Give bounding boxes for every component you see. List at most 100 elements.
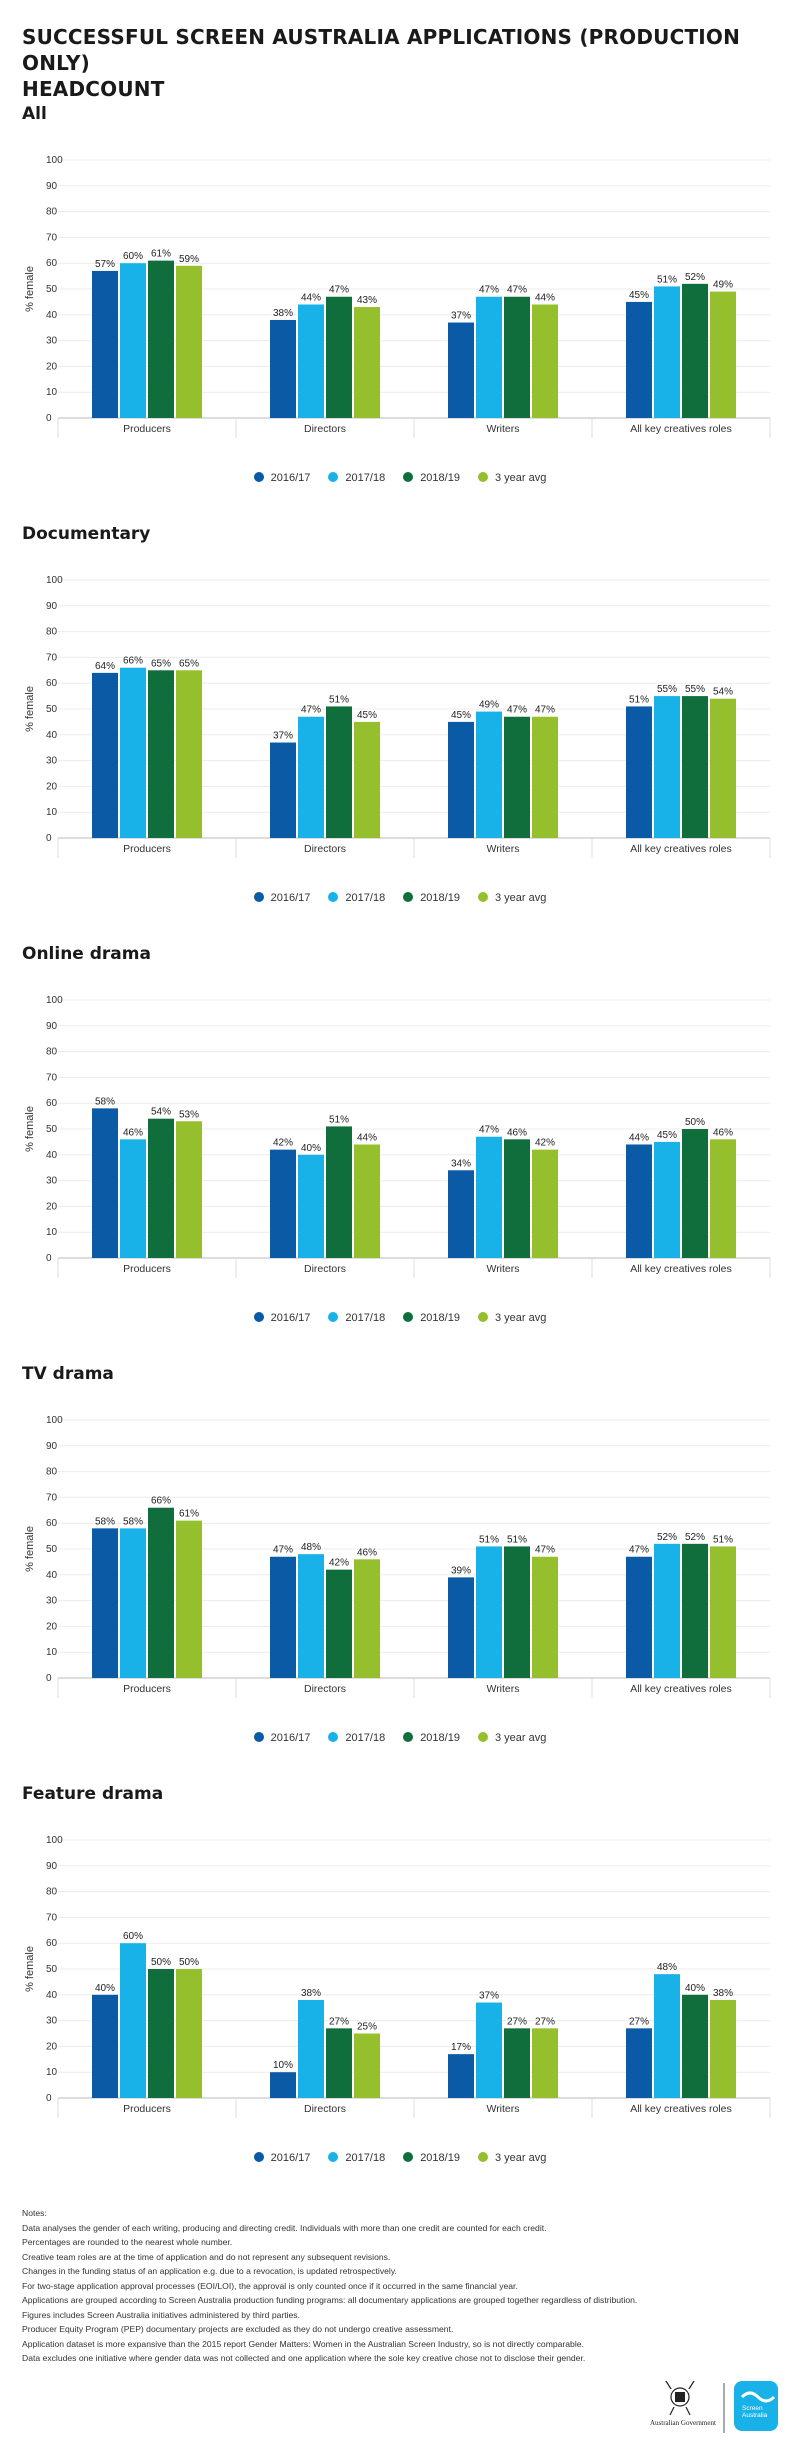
bar [270,319,296,418]
bar [504,716,530,838]
y-tick-label: 0 [46,1673,52,1684]
chart-section-documentary: Documentary 0 10 20 30 40 50 60 70 80 90 100 % fema… [0,524,800,944]
y-tick-label: 10 [46,1227,58,1238]
data-label: 61% [179,1509,199,1520]
y-tick-label: 70 [46,1072,58,1083]
bar [532,2028,558,2098]
data-label: 51% [329,1114,349,1125]
y-tick-label: 20 [46,361,58,372]
bar [148,670,174,838]
bar [448,322,474,418]
brand-label: Screen Australia [742,2405,767,2419]
legend-item: 2017/18 [328,1312,385,1324]
bar [654,1974,680,2098]
x-category-label: Writers [486,1263,519,1275]
data-label: 50% [151,1957,171,1968]
legend-label: 2018/19 [420,892,460,904]
data-label: 44% [357,1132,377,1143]
bar [504,1139,530,1258]
legend-label: 2018/19 [420,2152,460,2164]
data-label: 40% [685,1983,705,1994]
y-tick-label: 100 [46,1835,63,1846]
data-label: 47% [479,1125,499,1136]
y-tick-label: 70 [46,1912,58,1923]
data-label: 47% [507,705,527,716]
data-label: 45% [451,710,471,721]
y-tick-label: 10 [46,2067,58,2078]
data-label: 47% [535,705,555,716]
data-label: 47% [301,705,321,716]
y-tick-label: 0 [46,1253,52,1264]
legend-swatch [403,1312,414,1322]
bar [176,1969,202,2098]
bar-chart-online-drama: 0 10 20 30 40 50 60 70 80 90 100 % female Producers 5… [24,995,771,1278]
y-tick-label: 30 [46,1176,58,1187]
bar [270,742,296,838]
bar [476,711,502,838]
gov-label: Australian Government [650,2419,716,2427]
data-label: 38% [273,308,293,319]
y-tick-label: 90 [46,181,58,192]
y-tick-label: 20 [46,1621,58,1632]
bar [92,672,118,838]
note-line: Figures includes Screen Australia initia… [22,2309,300,2320]
y-tick-label: 10 [46,1647,58,1658]
data-label: 51% [657,274,677,285]
bar [270,1149,296,1258]
legend-label: 2017/18 [345,1312,386,1324]
bar [448,721,474,838]
y-tick-label: 40 [46,310,58,321]
bar [148,260,174,418]
bar [532,716,558,838]
legend-label: 2017/18 [345,472,386,484]
footer-logos: Australian Government Screen Australia [650,2375,780,2445]
data-label: 52% [657,1532,677,1543]
data-label: 46% [357,1547,377,1558]
legend-label: 2018/19 [420,1732,460,1744]
notes: Notes: Data analyses the gender of each … [22,2206,782,2366]
bar [532,304,558,418]
bar [682,696,708,838]
brand-label-line-2: Australia [742,2412,768,2419]
data-label: 58% [123,1516,143,1527]
legend-label: 2016/17 [270,472,311,484]
bar [504,2028,530,2098]
y-tick-label: 80 [46,1047,58,1058]
x-category-label: Producers [123,423,171,435]
bar [120,1139,146,1258]
legend-swatch [403,892,414,902]
chart-legend: 2016/17 2017/18 2018/19 3 year avg [0,892,800,904]
data-label: 39% [451,1565,471,1576]
y-tick-label: 0 [46,2093,52,2104]
legend-label: 2017/18 [345,892,386,904]
bar [710,698,736,838]
y-tick-label: 50 [46,1124,58,1135]
y-tick-label: 20 [46,781,58,792]
legend-swatch [253,1732,264,1742]
y-tick-label: 40 [46,1150,58,1161]
data-label: 44% [629,1132,649,1143]
chart-section-online-drama: Online drama 0 10 20 30 40 50 60 70 80 90 100 % fem… [0,944,800,1364]
legend-label: 2016/17 [270,1732,311,1744]
bar [92,270,118,418]
data-label: 42% [329,1558,349,1569]
page-title-line-1: SUCCESSFUL SCREEN AUSTRALIA APPLICATIONS… [22,25,741,75]
x-category-label: Producers [123,1263,171,1275]
bar [148,1969,174,2098]
note-line: Application dataset is more expansive th… [22,2338,584,2349]
data-label: 54% [713,687,733,698]
legend-item: 2016/17 [253,1312,310,1324]
y-tick-label: 0 [46,833,52,844]
legend-swatch [253,1312,264,1322]
y-tick-label: 40 [46,1570,58,1581]
data-label: 45% [357,710,377,721]
x-category-label: All key creatives roles [630,423,732,435]
chart-legend: 2016/17 2017/18 2018/19 3 year avg [0,1732,800,1744]
data-label: 60% [123,251,143,262]
chart-section-all: All 0 10 20 30 40 50 60 70 80 90 100 % female Produc… [0,104,800,524]
bar [682,1994,708,2098]
bar [326,2028,352,2098]
y-tick-label: 100 [46,575,63,586]
legend-swatch [253,472,264,482]
bar [270,1556,296,1678]
